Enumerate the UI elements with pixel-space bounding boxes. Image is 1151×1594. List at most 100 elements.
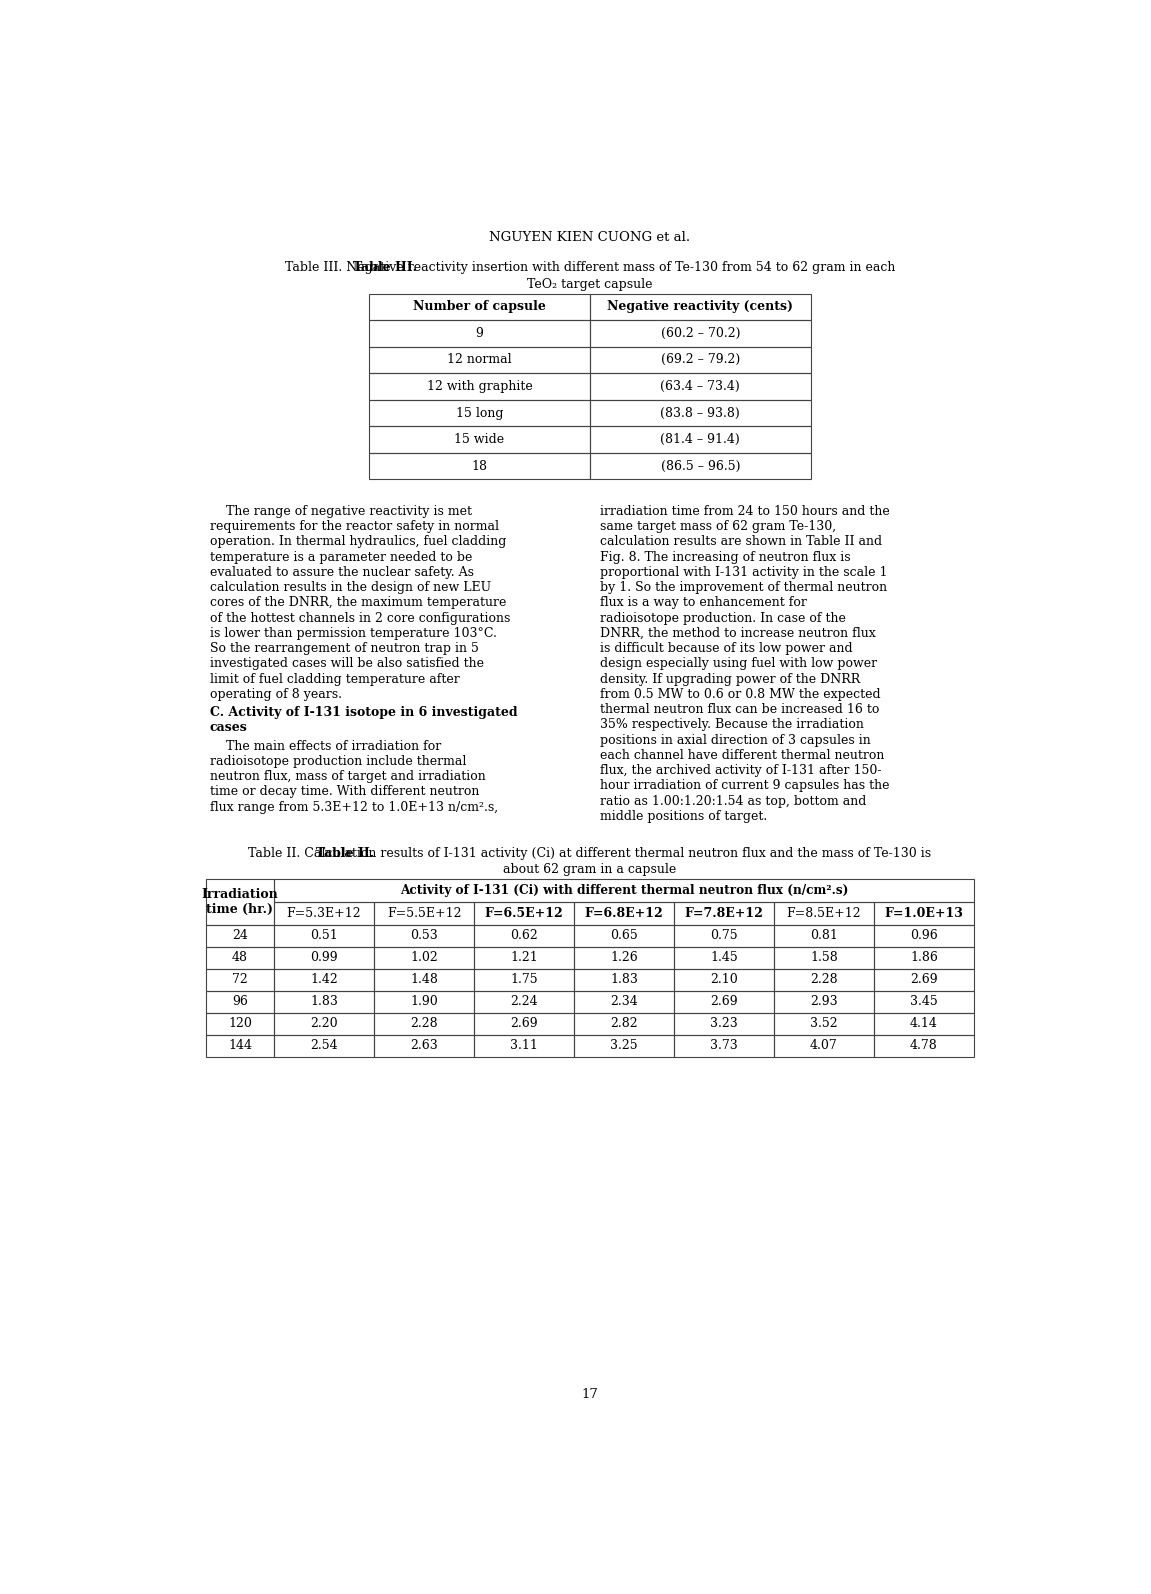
Text: middle positions of target.: middle positions of target.: [600, 810, 767, 823]
Bar: [274, 969, 374, 991]
Bar: [474, 925, 574, 947]
Text: 1.86: 1.86: [910, 952, 938, 964]
Text: radioisotope production include thermal: radioisotope production include thermal: [209, 756, 466, 768]
Text: 3.11: 3.11: [510, 1039, 538, 1052]
Bar: [674, 991, 773, 1012]
Text: 2.20: 2.20: [311, 1017, 338, 1030]
Text: calculation results in the design of new LEU: calculation results in the design of new…: [209, 582, 490, 595]
Text: 1.75: 1.75: [510, 974, 538, 987]
Bar: [589, 320, 810, 346]
Text: calculation results are shown in Table II and: calculation results are shown in Table I…: [600, 536, 882, 548]
Text: flux is a way to enhancement for: flux is a way to enhancement for: [600, 596, 807, 609]
Text: F=6.8E+12: F=6.8E+12: [585, 907, 663, 920]
Text: (60.2 – 70.2): (60.2 – 70.2): [661, 327, 740, 340]
Text: F=7.8E+12: F=7.8E+12: [685, 907, 763, 920]
Text: (81.4 – 91.4): (81.4 – 91.4): [661, 434, 740, 446]
Bar: [589, 453, 810, 480]
Bar: [874, 925, 974, 947]
Text: is difficult because of its low power and: is difficult because of its low power an…: [600, 642, 852, 655]
Text: 0.99: 0.99: [311, 952, 338, 964]
Text: 48: 48: [233, 952, 247, 964]
Text: 4.78: 4.78: [910, 1039, 938, 1052]
Text: 1.83: 1.83: [610, 974, 638, 987]
Text: positions in axial direction of 3 capsules in: positions in axial direction of 3 capsul…: [600, 733, 870, 746]
Text: by 1. So the improvement of thermal neutron: by 1. So the improvement of thermal neut…: [600, 582, 886, 595]
Text: temperature is a parameter needed to be: temperature is a parameter needed to be: [209, 550, 472, 564]
Text: 2.10: 2.10: [710, 974, 738, 987]
Text: 3.73: 3.73: [710, 1039, 738, 1052]
Bar: [374, 1035, 474, 1057]
Bar: [206, 878, 274, 925]
Bar: [589, 373, 810, 400]
Bar: [574, 969, 674, 991]
Bar: [874, 969, 974, 991]
Bar: [589, 346, 810, 373]
Bar: [674, 947, 773, 969]
Text: The range of negative reactivity is met: The range of negative reactivity is met: [209, 505, 472, 518]
Bar: [874, 902, 974, 925]
Bar: [874, 1035, 974, 1057]
Text: 35% respectively. Because the irradiation: 35% respectively. Because the irradiatio…: [600, 719, 863, 732]
Text: Table III.: Table III.: [353, 260, 417, 274]
Text: NGUYEN KIEN CUONG et al.: NGUYEN KIEN CUONG et al.: [489, 231, 691, 244]
Bar: [574, 1012, 674, 1035]
Bar: [474, 902, 574, 925]
Text: 0.75: 0.75: [710, 929, 738, 942]
Text: limit of fuel cladding temperature after: limit of fuel cladding temperature after: [209, 673, 459, 685]
Text: 15 wide: 15 wide: [455, 434, 504, 446]
Bar: [674, 925, 773, 947]
Text: DNRR, the method to increase neutron flux: DNRR, the method to increase neutron flu…: [600, 626, 875, 639]
Text: hour irradiation of current 9 capsules has the: hour irradiation of current 9 capsules h…: [600, 779, 889, 792]
Bar: [374, 947, 474, 969]
Text: 2.82: 2.82: [610, 1017, 638, 1030]
Text: F=6.5E+12: F=6.5E+12: [485, 907, 563, 920]
Text: density. If upgrading power of the DNRR: density. If upgrading power of the DNRR: [600, 673, 860, 685]
Bar: [369, 320, 589, 346]
Bar: [274, 878, 974, 902]
Text: 1.21: 1.21: [510, 952, 538, 964]
Text: 2.69: 2.69: [510, 1017, 538, 1030]
Bar: [274, 1035, 374, 1057]
Text: TeO₂ target capsule: TeO₂ target capsule: [527, 277, 653, 292]
Text: flux range from 5.3E+12 to 1.0E+13 n/cm².s,: flux range from 5.3E+12 to 1.0E+13 n/cm²…: [209, 800, 498, 813]
Bar: [589, 293, 810, 320]
Bar: [574, 902, 674, 925]
Text: 2.69: 2.69: [910, 974, 938, 987]
Text: C. Activity of I-131 isotope in 6 investigated: C. Activity of I-131 isotope in 6 invest…: [209, 706, 518, 719]
Bar: [374, 1012, 474, 1035]
Text: 2.69: 2.69: [710, 995, 738, 1009]
Text: about 62 gram in a capsule: about 62 gram in a capsule: [503, 864, 677, 877]
Text: 0.51: 0.51: [310, 929, 338, 942]
Bar: [206, 991, 274, 1012]
Bar: [374, 902, 474, 925]
Text: 12 normal: 12 normal: [447, 354, 512, 367]
Bar: [874, 1012, 974, 1035]
Bar: [274, 1012, 374, 1035]
Text: 18: 18: [472, 459, 488, 473]
Text: 1.02: 1.02: [410, 952, 437, 964]
Text: proportional with I-131 activity in the scale 1: proportional with I-131 activity in the …: [600, 566, 887, 579]
Bar: [474, 1035, 574, 1057]
Text: 2.34: 2.34: [610, 995, 638, 1009]
Text: 1.42: 1.42: [310, 974, 338, 987]
Text: cases: cases: [209, 722, 247, 735]
Bar: [574, 1035, 674, 1057]
Bar: [474, 969, 574, 991]
Bar: [674, 1035, 773, 1057]
Bar: [773, 925, 874, 947]
Text: 3.45: 3.45: [910, 995, 938, 1009]
Text: requirements for the reactor safety in normal: requirements for the reactor safety in n…: [209, 520, 498, 532]
Text: 0.65: 0.65: [610, 929, 638, 942]
Text: 2.28: 2.28: [810, 974, 838, 987]
Text: 2.24: 2.24: [510, 995, 538, 1009]
Bar: [374, 969, 474, 991]
Text: (69.2 – 79.2): (69.2 – 79.2): [661, 354, 740, 367]
Bar: [574, 925, 674, 947]
Text: 120: 120: [228, 1017, 252, 1030]
Bar: [374, 925, 474, 947]
Text: same target mass of 62 gram Te-130,: same target mass of 62 gram Te-130,: [600, 520, 836, 532]
Text: 12 with graphite: 12 with graphite: [427, 379, 532, 394]
Bar: [206, 947, 274, 969]
Text: 1.58: 1.58: [810, 952, 838, 964]
Text: 4.07: 4.07: [810, 1039, 838, 1052]
